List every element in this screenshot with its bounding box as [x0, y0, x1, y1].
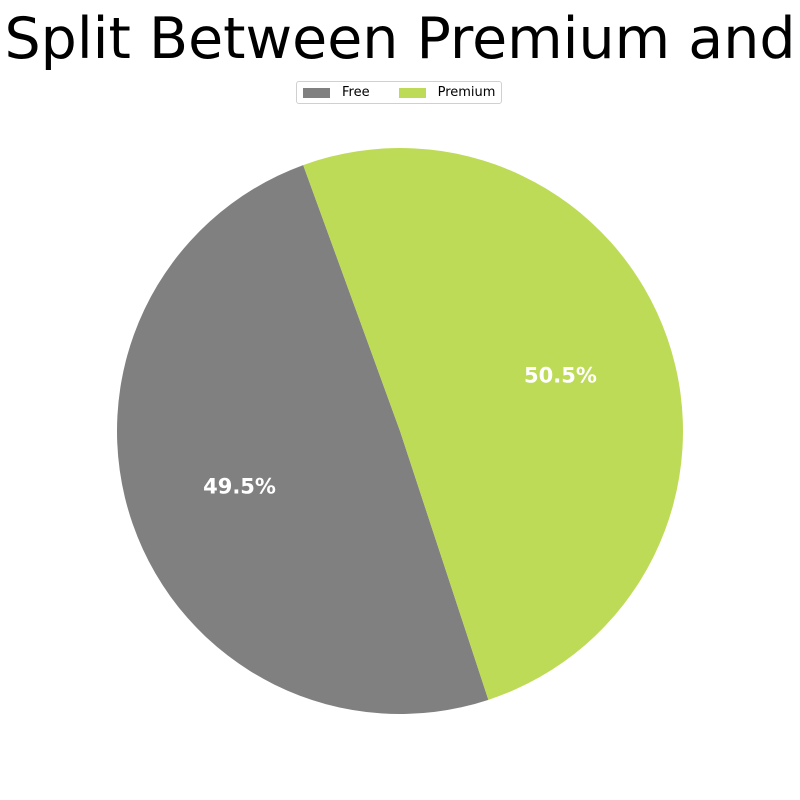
legend-entry-free: Free [303, 85, 370, 100]
legend-label-premium: Premium [437, 85, 496, 100]
legend-label-free: Free [342, 85, 370, 100]
chart-title: Split Between Premium and [4, 6, 796, 72]
legend-entry-premium: Premium [398, 85, 496, 100]
legend-swatch-premium [398, 87, 426, 98]
pie-slice-free [117, 165, 489, 714]
legend-swatch-free [303, 87, 330, 98]
slice-label-premium: 50.5% [524, 363, 597, 387]
legend: Free Premium [296, 81, 502, 104]
pie-slice-premium [303, 147, 684, 700]
slice-label-free: 49.5% [203, 475, 276, 499]
